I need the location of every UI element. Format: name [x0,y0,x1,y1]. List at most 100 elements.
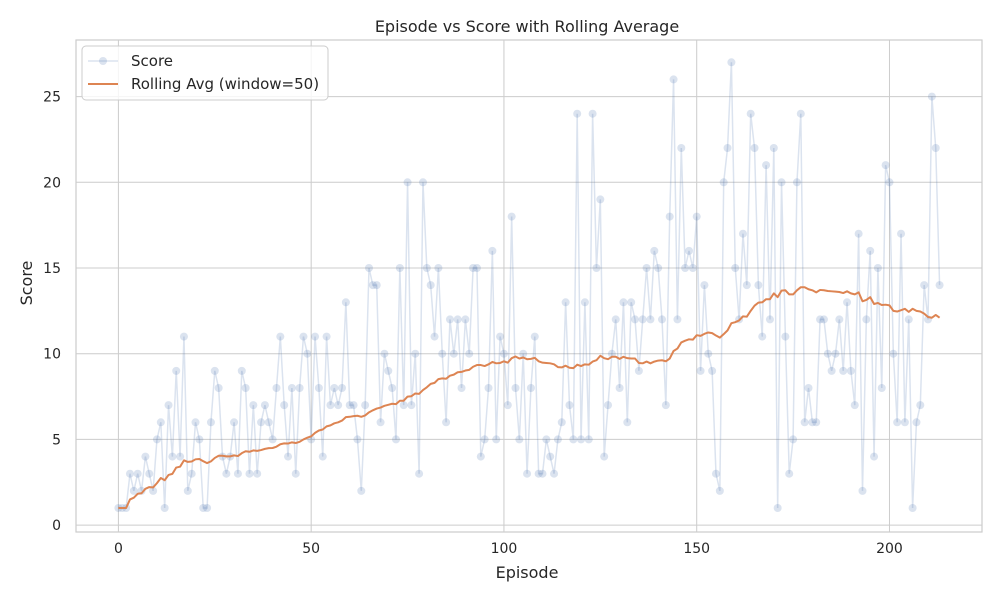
score-point [176,452,185,461]
score-point [631,315,640,324]
plot-frame [75,39,983,533]
score-point [765,315,774,324]
score-point [692,212,701,221]
score-point [318,452,327,461]
score-point [534,469,543,478]
score-point [203,504,212,512]
score-point [638,315,647,324]
x-tick-label: 150 [683,541,710,557]
score-point [858,486,867,495]
score-point [249,401,258,410]
score-point [449,349,458,358]
score-point [183,486,192,495]
plot-area [114,58,944,512]
score-point [854,229,863,238]
score-point [773,504,782,512]
score-point [642,264,651,272]
score-point [199,504,208,512]
score-point [164,401,173,410]
score-point [762,161,771,170]
score-point [823,349,832,358]
score-point [839,366,848,375]
score-point [291,469,300,478]
score-point [295,384,304,392]
score-point [688,264,697,272]
score-point [523,469,532,478]
score-point [499,349,508,358]
score-point [885,178,894,187]
score-point [565,401,574,410]
score-point [438,349,447,358]
score-point [673,315,682,324]
score-point [445,315,454,324]
score-point [619,298,628,307]
score-point [245,469,254,478]
legend: Score Rolling Avg (window=50) [81,45,329,101]
score-point [191,418,200,427]
score-point [195,435,204,444]
x-tick-label: 50 [302,541,320,557]
score-point [715,486,724,495]
score-point [160,504,169,512]
score-point [615,384,624,392]
score-point [866,246,875,255]
legend-score-marker [99,57,107,65]
score-point [268,435,277,444]
score-point [727,58,736,67]
score-point [133,469,142,478]
score-point [330,384,339,392]
score-point [553,435,562,444]
score-point [488,246,497,255]
score-point [338,384,347,392]
tick-labels: 0 50 100 150 200 0 5 10 15 20 25 [43,90,903,557]
score-point [299,332,308,341]
score-point [569,435,578,444]
score-point [862,315,871,324]
score-point [368,281,377,290]
y-tick-label: 20 [43,175,61,191]
score-point [515,435,524,444]
score-point [287,384,296,392]
y-tick-label: 15 [43,261,61,277]
score-point [457,384,466,392]
score-point [758,332,767,341]
score-point [731,264,740,272]
score-point [708,366,717,375]
score-point [870,452,879,461]
x-tick-label: 0 [114,541,123,557]
score-point [704,349,713,358]
score-point [742,281,751,290]
score-point [889,349,898,358]
score-point [627,298,636,307]
score-point [187,469,196,478]
score-point [156,418,165,427]
score-point [472,264,481,272]
score-point [785,469,794,478]
score-point [719,178,728,187]
score-point [750,144,759,152]
score-point [422,264,431,272]
score-point [588,109,597,118]
score-point [900,418,909,427]
score-point [469,264,478,272]
score-point [407,401,416,410]
score-point [434,264,443,272]
score-point [542,435,551,444]
score-point [395,264,404,272]
score-point [816,315,825,324]
score-point [777,178,786,187]
y-tick-label: 10 [43,347,61,363]
score-point [276,332,285,341]
score-point [230,418,239,427]
score-point [361,401,370,410]
score-point [658,315,667,324]
score-point [311,332,320,341]
score-point [611,315,620,324]
score-point [222,469,231,478]
score-point [573,109,582,118]
score-point [511,384,520,392]
score-point [685,246,693,255]
score-point [233,469,242,478]
score-point [723,144,732,152]
score-point [800,418,809,427]
